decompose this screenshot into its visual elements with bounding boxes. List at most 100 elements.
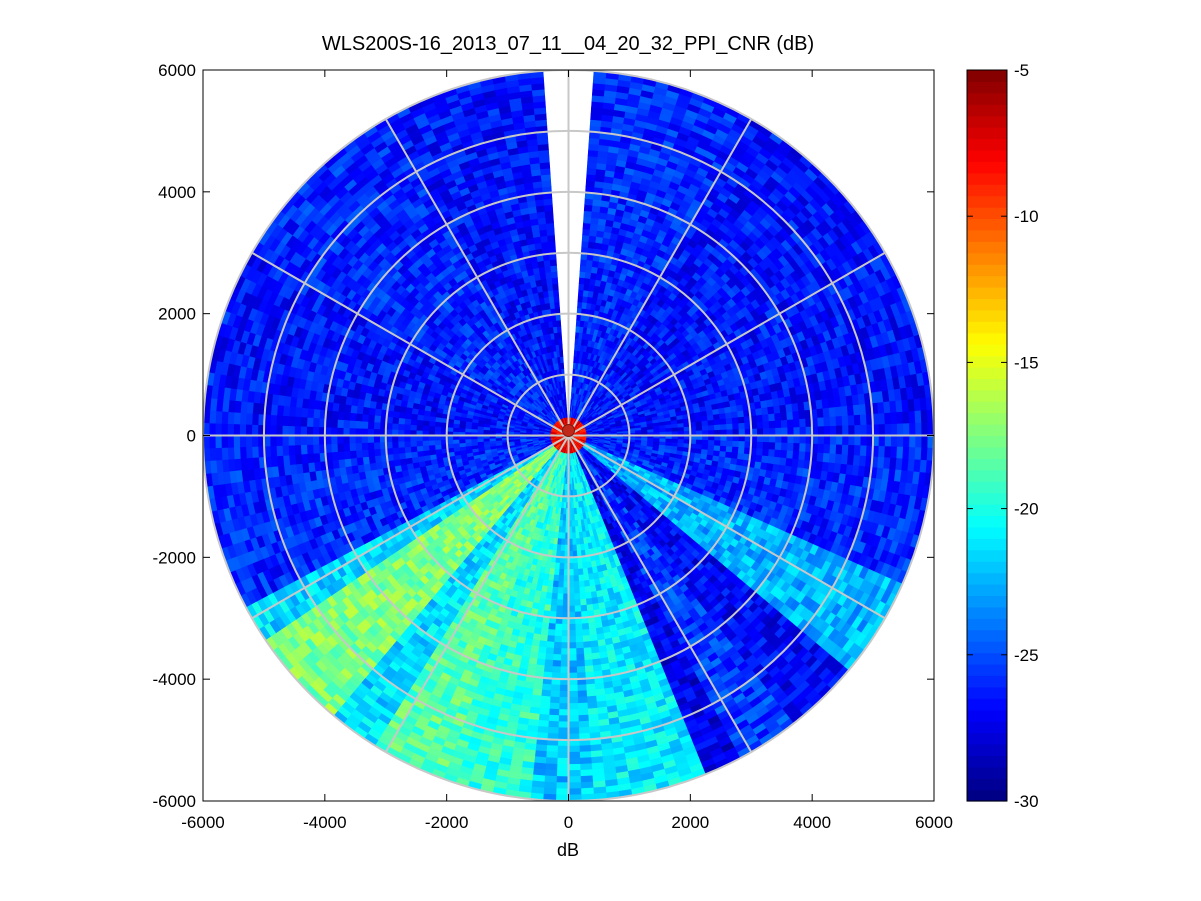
radar-bin [828,407,837,418]
radar-bin [695,421,703,427]
radar-bin [920,447,929,461]
radar-bin [817,417,825,428]
radar-bin [799,435,807,445]
radar-bin [659,428,667,433]
radar-bin [707,419,715,427]
radar-bin [908,410,916,424]
radar-bin [707,424,715,431]
radar-bin [653,428,661,433]
radar-bin [586,161,598,170]
radar-bin [756,428,764,436]
radar-bin [731,446,739,454]
radar-bin [581,234,590,242]
radar-bin [903,423,910,436]
radar-bin [671,427,679,433]
radar-bin [846,405,855,417]
radar-bin [756,435,764,443]
radar-bin [719,445,727,453]
radar-bin [713,445,721,452]
radar-bin [781,427,789,436]
radar-bin [853,414,862,426]
radar-bin [798,451,806,461]
radar-bin [854,424,862,436]
radar-bin [823,426,831,436]
radar-bin [799,426,807,436]
radar-bin [902,446,910,460]
radar-bin [720,440,728,447]
radar-bin [579,271,587,279]
radar-bin [848,435,856,446]
radar-bin [580,258,588,267]
radar-bin [793,419,801,428]
radar-bin [792,410,800,421]
radar-bin [878,413,886,425]
radar-bin [714,424,722,431]
radar-bin [835,444,843,455]
radar-bin [768,442,776,451]
radar-bin [774,442,782,451]
radar-bin [829,425,837,436]
radar-bin [582,222,592,230]
radar-bin [585,259,594,267]
radar-bin [762,441,770,450]
radar-bin [823,435,831,445]
radar-bin [787,427,795,436]
radar-bin [706,414,715,422]
radar-bin [859,414,868,426]
radar-bin [878,446,886,458]
radar-bin [921,422,929,436]
radar-bin [584,198,594,206]
radar-bin [915,435,923,449]
radar-bin [823,416,831,427]
radar-bin [822,407,831,418]
radar-bin [793,443,801,452]
radar-bin [914,410,922,424]
radar-bin [914,447,922,461]
radar-bin [587,155,599,164]
radar-bin [763,428,770,436]
radar-bin [774,449,782,459]
radar-bin [780,412,788,421]
radar-bin [775,435,783,444]
radar-bin [583,204,594,212]
radar-bin [884,412,892,425]
radar-bin [695,439,703,446]
radar-bin [768,413,776,422]
radar-bin [846,454,855,466]
radar-bin [720,424,728,431]
radar-bin [847,415,855,427]
radar-bin [719,418,727,426]
radar-bin [780,450,788,459]
radar-bin [817,426,825,436]
radar-bin [586,173,597,182]
radar-bin [732,423,740,431]
radar-bin [834,453,843,465]
radar-bin [586,167,597,176]
radar-bin [890,423,898,436]
radar-bin [762,414,770,423]
radar-bin [755,408,763,417]
radar-bin [836,425,843,436]
radar-bin [583,216,592,224]
radar-bin [909,423,917,436]
radar-bin [714,440,722,447]
radar-bin [816,452,825,463]
radar-bin [798,410,806,420]
radar-bin [713,419,721,426]
radar-bin [817,435,825,445]
radar-bin [738,422,746,430]
radar-bin [878,424,886,436]
radar-bin [793,435,801,444]
radar-bin [731,411,739,419]
radar-bin [761,407,769,416]
radar-bin [579,265,587,273]
radar-bin [792,450,800,461]
radar-bin [775,427,783,436]
radar-bin [726,423,734,431]
radar-bin [780,442,788,452]
radar-bin [847,444,855,456]
radar-bin [712,413,721,421]
radar-bin [768,420,776,429]
radar-bin [578,277,586,285]
